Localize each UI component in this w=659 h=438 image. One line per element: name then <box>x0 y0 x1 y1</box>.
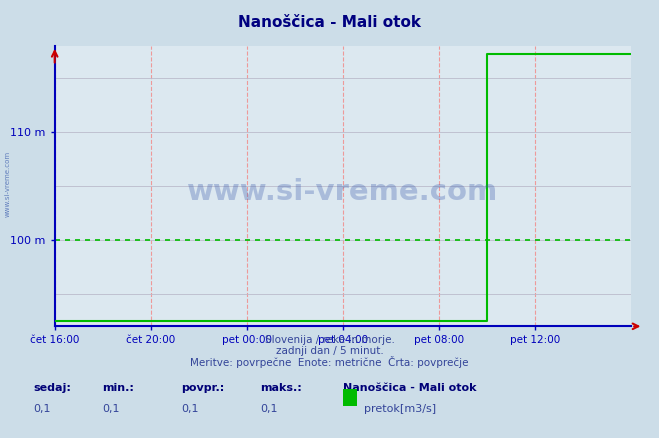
Text: Meritve: povrpečne  Enote: metrične  Črta: povprečje: Meritve: povrpečne Enote: metrične Črta:… <box>190 356 469 367</box>
Text: 0,1: 0,1 <box>260 404 278 414</box>
Text: Nanoščica - Mali otok: Nanoščica - Mali otok <box>238 15 421 30</box>
Text: sedaj:: sedaj: <box>33 383 71 393</box>
Text: zadnji dan / 5 minut.: zadnji dan / 5 minut. <box>275 346 384 356</box>
Text: Slovenija / reke in morje.: Slovenija / reke in morje. <box>264 335 395 345</box>
Text: Nanoščica - Mali otok: Nanoščica - Mali otok <box>343 383 476 393</box>
Text: 0,1: 0,1 <box>102 404 120 414</box>
Text: 0,1: 0,1 <box>33 404 51 414</box>
Text: povpr.:: povpr.: <box>181 383 225 393</box>
Text: www.si-vreme.com: www.si-vreme.com <box>5 151 11 217</box>
Text: www.si-vreme.com: www.si-vreme.com <box>187 178 499 206</box>
Text: min.:: min.: <box>102 383 134 393</box>
Text: pretok[m3/s]: pretok[m3/s] <box>364 404 436 414</box>
Text: maks.:: maks.: <box>260 383 302 393</box>
Text: 0,1: 0,1 <box>181 404 199 414</box>
